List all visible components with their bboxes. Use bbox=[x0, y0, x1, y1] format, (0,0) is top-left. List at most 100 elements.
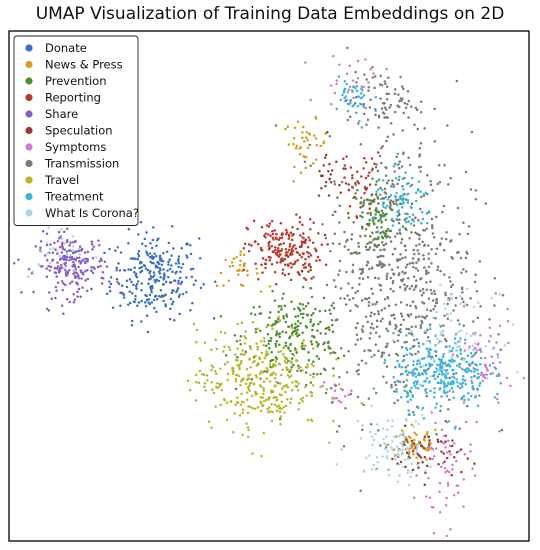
scatter-point bbox=[265, 350, 269, 353]
scatter-point bbox=[151, 275, 155, 279]
scatter-point bbox=[307, 359, 311, 362]
scatter-point bbox=[286, 255, 290, 259]
scatter-point bbox=[266, 233, 270, 236]
scatter-point bbox=[379, 231, 382, 235]
scatter-point bbox=[308, 262, 311, 266]
scatter-point bbox=[367, 174, 370, 178]
scatter-point bbox=[395, 155, 398, 159]
scatter-point bbox=[360, 402, 363, 405]
scatter-point bbox=[425, 377, 429, 380]
scatter-point bbox=[443, 307, 447, 310]
scatter-point bbox=[404, 370, 408, 373]
scatter-point bbox=[419, 165, 422, 169]
scatter-point bbox=[462, 300, 465, 304]
scatter-point bbox=[282, 346, 285, 350]
scatter-point bbox=[331, 242, 335, 245]
scatter-point bbox=[228, 348, 232, 351]
scatter-point bbox=[281, 368, 284, 371]
scatter-point bbox=[355, 85, 359, 88]
scatter-point bbox=[381, 427, 385, 430]
scatter-point bbox=[335, 430, 339, 433]
scatter-point bbox=[399, 301, 403, 304]
scatter-point bbox=[370, 241, 373, 244]
scatter-point bbox=[242, 268, 246, 272]
scatter-point bbox=[393, 235, 397, 238]
scatter-point bbox=[435, 310, 438, 314]
scatter-point bbox=[418, 362, 422, 365]
scatter-point bbox=[378, 154, 382, 158]
scatter-point bbox=[152, 271, 156, 274]
scatter-point bbox=[38, 264, 41, 267]
scatter-point bbox=[61, 241, 64, 244]
scatter-point bbox=[432, 373, 436, 377]
scatter-point bbox=[380, 351, 384, 354]
scatter-point bbox=[351, 286, 354, 290]
scatter-point bbox=[389, 276, 393, 280]
scatter-point bbox=[391, 448, 394, 451]
scatter-point bbox=[284, 341, 288, 344]
scatter-point bbox=[169, 307, 172, 311]
scatter-point bbox=[331, 323, 334, 327]
scatter-point bbox=[163, 272, 166, 275]
scatter-point bbox=[172, 247, 175, 250]
scatter-point bbox=[61, 245, 64, 249]
scatter-point bbox=[383, 447, 387, 451]
scatter-point bbox=[145, 294, 148, 298]
scatter-point bbox=[445, 339, 448, 343]
scatter-point bbox=[12, 261, 16, 265]
scatter-point bbox=[117, 282, 121, 285]
scatter-point bbox=[49, 247, 52, 251]
scatter-point bbox=[363, 297, 367, 301]
scatter-point bbox=[425, 339, 429, 343]
scatter-point bbox=[370, 404, 373, 408]
scatter-point bbox=[138, 266, 141, 270]
scatter-point bbox=[275, 380, 278, 384]
scatter-point bbox=[280, 305, 283, 308]
scatter-point bbox=[456, 345, 460, 349]
scatter-point bbox=[412, 425, 415, 429]
scatter-point bbox=[133, 271, 136, 274]
scatter-point bbox=[285, 228, 288, 232]
scatter-point bbox=[160, 259, 163, 263]
scatter-point bbox=[283, 304, 287, 308]
scatter-point bbox=[146, 330, 150, 334]
scatter-point bbox=[304, 344, 307, 347]
scatter-point bbox=[450, 256, 453, 259]
scatter-point bbox=[245, 368, 249, 371]
scatter-point bbox=[269, 256, 272, 259]
scatter-point bbox=[309, 286, 313, 290]
scatter-point bbox=[294, 247, 298, 250]
scatter-point bbox=[90, 242, 94, 246]
scatter-point bbox=[284, 127, 287, 131]
scatter-point bbox=[85, 289, 89, 293]
scatter-point bbox=[245, 422, 248, 425]
scatter-point bbox=[385, 275, 389, 278]
scatter-point bbox=[335, 318, 339, 321]
scatter-point bbox=[258, 372, 262, 376]
scatter-point bbox=[65, 252, 69, 256]
scatter-point bbox=[309, 320, 312, 324]
scatter-point bbox=[465, 287, 469, 291]
scatter-point bbox=[283, 355, 286, 359]
scatter-point bbox=[298, 401, 301, 405]
scatter-point bbox=[455, 349, 458, 352]
scatter-point bbox=[327, 340, 330, 343]
scatter-point bbox=[396, 232, 399, 235]
scatter-point bbox=[329, 250, 332, 253]
scatter-point bbox=[368, 430, 372, 434]
scatter-point bbox=[334, 384, 338, 388]
scatter-point bbox=[450, 383, 454, 386]
scatter-point bbox=[402, 354, 406, 358]
scatter-point bbox=[347, 393, 350, 397]
scatter-point bbox=[338, 221, 341, 224]
scatter-point bbox=[301, 303, 304, 306]
scatter-point bbox=[440, 330, 443, 333]
scatter-point bbox=[360, 87, 363, 91]
scatter-point bbox=[373, 198, 376, 201]
series-travel bbox=[186, 285, 363, 458]
scatter-point bbox=[286, 373, 290, 377]
scatter-point bbox=[207, 420, 211, 423]
scatter-point bbox=[401, 199, 404, 202]
scatter-point bbox=[405, 334, 408, 337]
scatter-point bbox=[281, 272, 284, 275]
